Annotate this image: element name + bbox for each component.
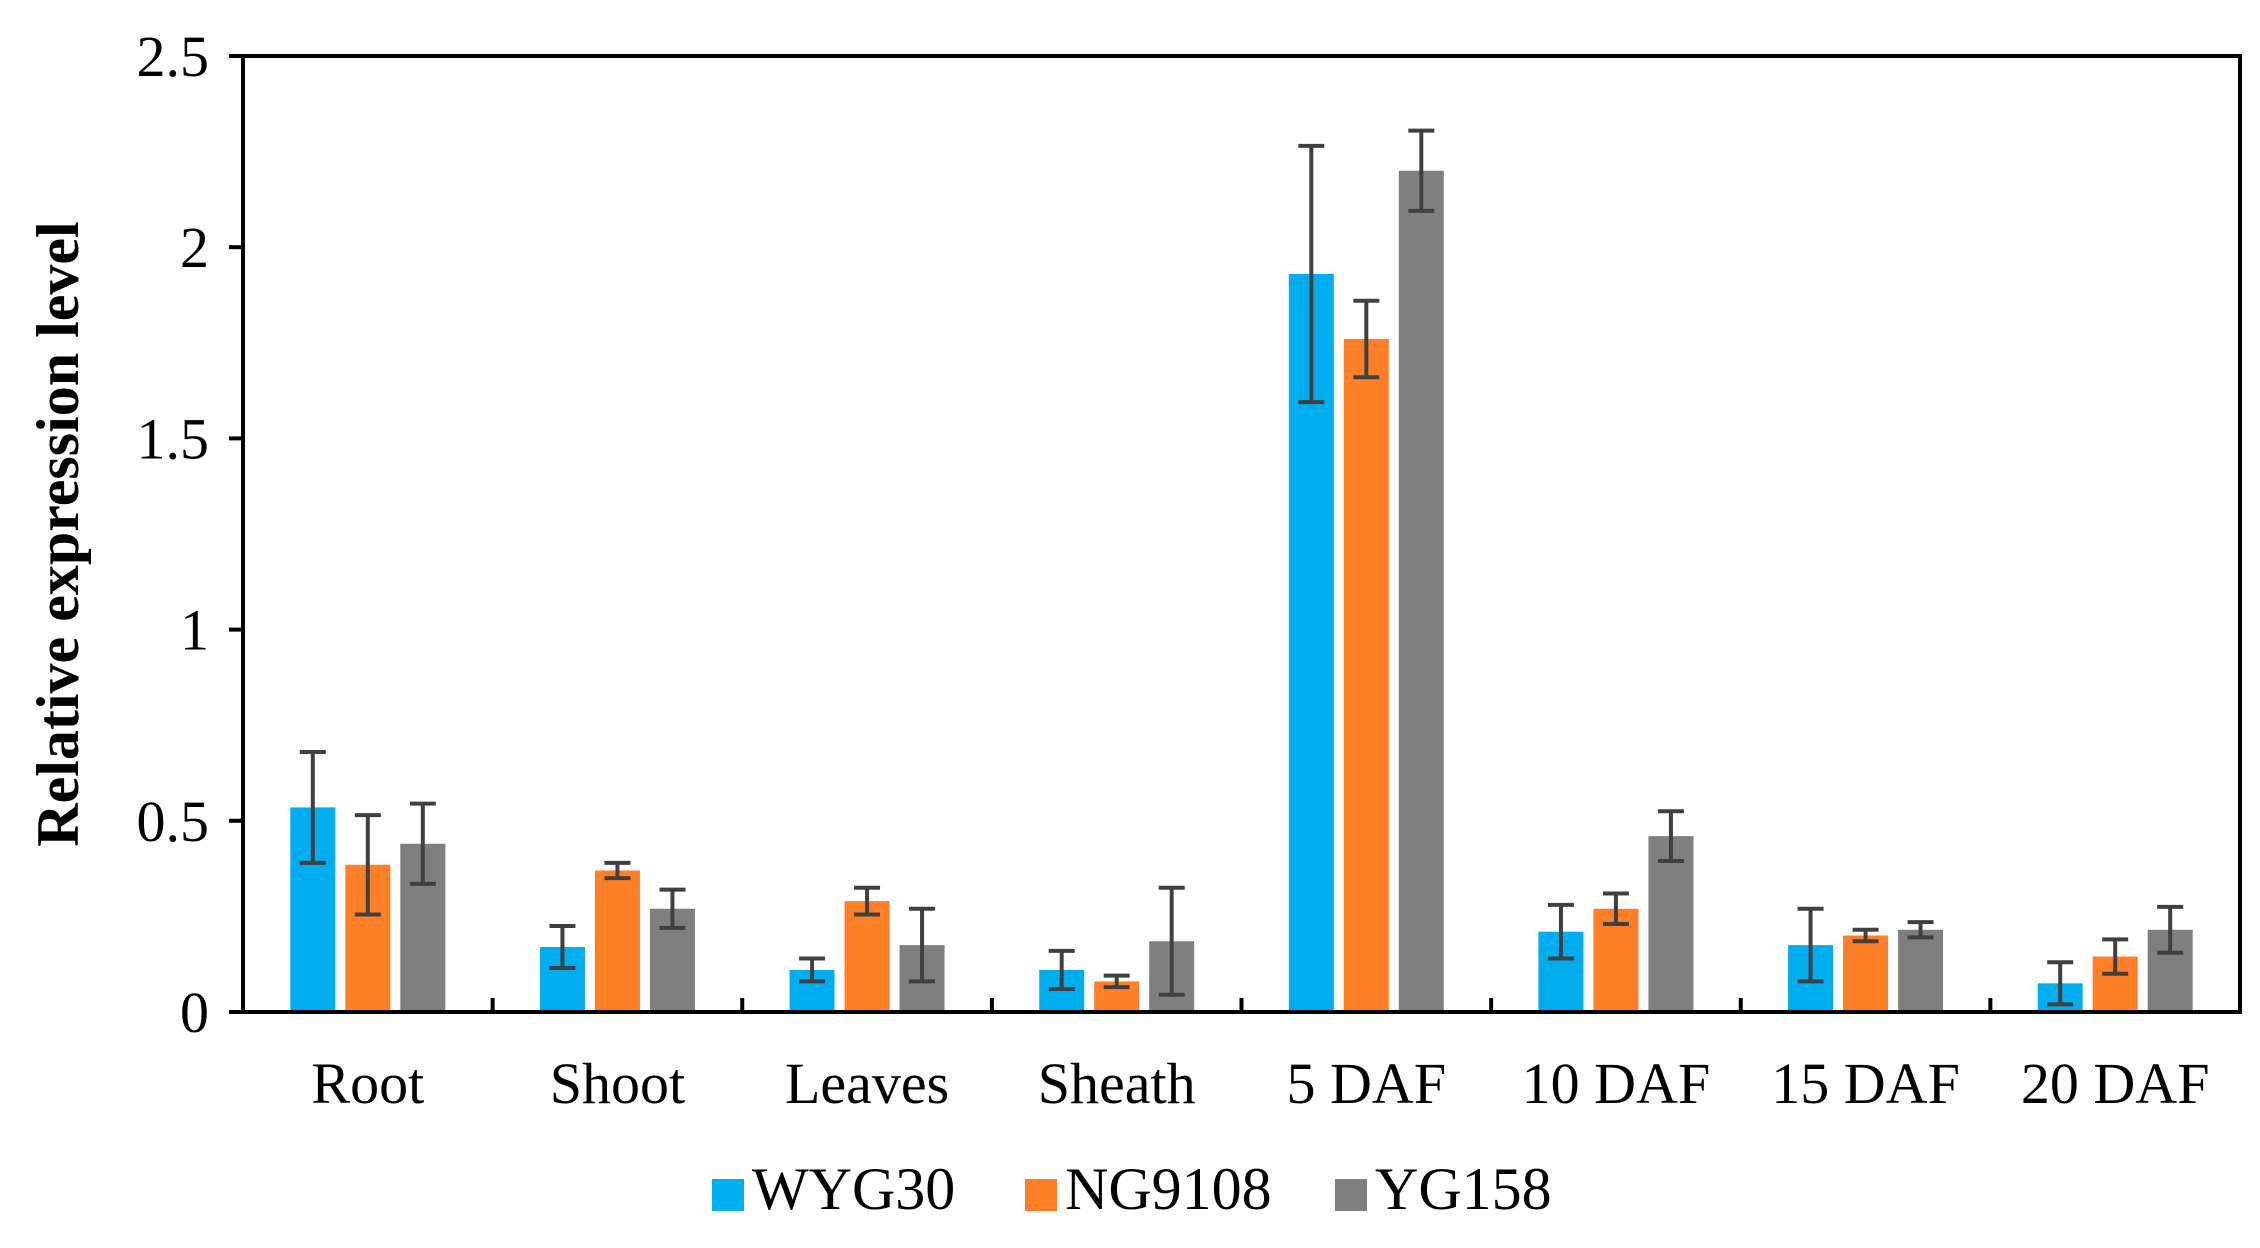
error-bar-ng9108-root — [354, 813, 381, 917]
error-bar-wyg30-leaves — [799, 956, 826, 984]
error-bar-wyg30-5-daf — [1298, 143, 1325, 405]
error-bar-wyg30-10-daf — [1547, 902, 1574, 961]
legend-item-ng9108: NG9108 — [1025, 1156, 1272, 1222]
error-bar-yg158-15-daf — [1907, 920, 1934, 940]
error-bar-wyg30-15-daf — [1797, 906, 1824, 984]
y-tick-label: 0.5 — [137, 789, 210, 854]
bar-yg158-15-daf — [1898, 929, 1944, 1012]
legend-label: YG158 — [1375, 1156, 1552, 1222]
error-bar-yg158-5-daf — [1408, 128, 1435, 213]
y-axis-label: Relative expression level — [25, 221, 91, 846]
x-tick-label: Sheath — [1038, 1051, 1196, 1116]
x-tick-label: Leaves — [785, 1051, 949, 1116]
error-bar-yg158-shoot — [659, 887, 686, 930]
bar-ng9108-15-daf — [1843, 935, 1889, 1012]
x-tick-label: Shoot — [550, 1051, 685, 1116]
error-bar-wyg30-root — [299, 749, 326, 865]
bar-ng9108-leaves — [844, 901, 890, 1012]
bar-yg158-5-daf — [1398, 170, 1444, 1013]
legend-swatch — [1335, 1179, 1367, 1211]
bars-layer — [290, 170, 2193, 1013]
y-tick-label: 1.5 — [137, 406, 210, 471]
error-bar-wyg30-shoot — [549, 923, 576, 971]
error-bar-ng9108-sheath — [1103, 973, 1130, 990]
y-tick-label: 2.5 — [137, 24, 210, 89]
error-bar-ng9108-5-daf — [1353, 298, 1380, 380]
bar-ng9108-shoot — [594, 870, 640, 1012]
error-bar-yg158-leaves — [909, 906, 936, 984]
error-bar-wyg30-20-daf — [2047, 960, 2074, 1007]
error-bar-ng9108-20-daf — [2102, 937, 2129, 976]
x-tick-label: 10 DAF — [1522, 1051, 1711, 1116]
bar-ng9108-5-daf — [1343, 338, 1389, 1012]
bar-yg158-10-daf — [1648, 836, 1694, 1012]
error-bar-yg158-10-daf — [1657, 809, 1684, 863]
x-tick-label: 5 DAF — [1287, 1051, 1447, 1116]
x-tick-label: 20 DAF — [2021, 1051, 2210, 1116]
error-bar-wyg30-sheath — [1048, 948, 1075, 992]
error-bar-yg158-root — [409, 801, 436, 886]
x-tick-label: 15 DAF — [1771, 1051, 1960, 1116]
y-tick-label: 1 — [180, 598, 209, 663]
error-bar-yg158-sheath — [1158, 885, 1185, 997]
legend: WYG30 NG9108 YG158 — [712, 1156, 1552, 1222]
plot-frame — [241, 54, 2242, 1014]
x-tick-label: Root — [311, 1051, 424, 1116]
legend-swatch — [712, 1179, 744, 1211]
error-bar-ng9108-leaves — [854, 885, 881, 917]
error-bar-yg158-20-daf — [2157, 904, 2184, 955]
legend-swatch — [1025, 1179, 1057, 1211]
legend-label: NG9108 — [1065, 1156, 1272, 1222]
error-bar-ng9108-15-daf — [1852, 927, 1879, 944]
error-bar-ng9108-shoot — [604, 860, 631, 881]
error-bar-ng9108-10-daf — [1602, 891, 1629, 927]
y-tick-label: 0 — [180, 980, 209, 1045]
legend-item-yg158: YG158 — [1335, 1156, 1552, 1222]
legend-label: WYG30 — [752, 1156, 955, 1222]
legend-item-wyg30: WYG30 — [712, 1156, 955, 1222]
axes — [241, 54, 2242, 1014]
error-bars-layer — [299, 128, 2184, 1007]
y-tick-label: 2 — [180, 215, 209, 280]
tick-labels: 0 0.5 1 1.5 2 2.5 Root Shoot Leaves Sheath 5 DAF 10… — [137, 24, 2210, 1116]
